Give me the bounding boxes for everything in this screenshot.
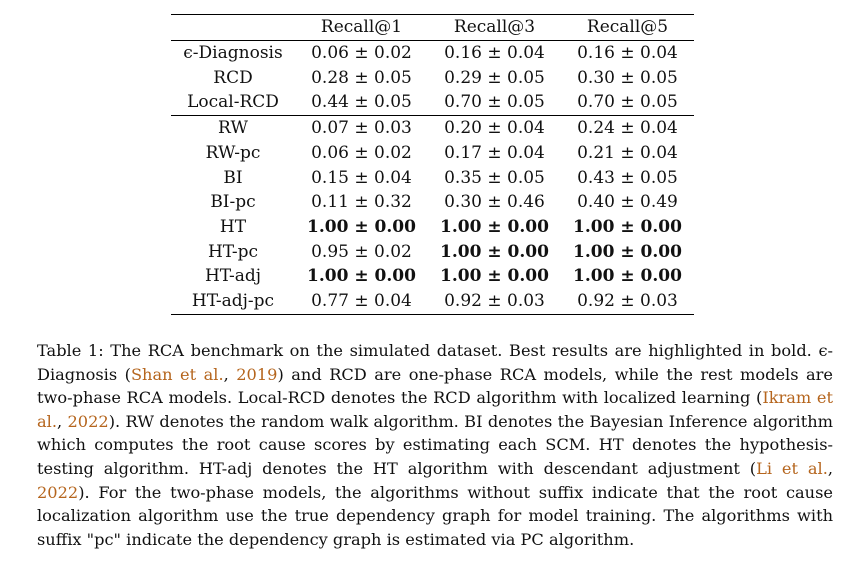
header-model-column xyxy=(171,15,295,41)
table-row: HT-adj 1.00 ± 0.00 1.00 ± 0.00 1.00 ± 0.00 xyxy=(171,264,694,289)
table-body: ϵ-Diagnosis 0.06 ± 0.02 0.16 ± 0.04 0.16 ± … xyxy=(171,41,694,315)
model-name-cell: ϵ-Diagnosis xyxy=(183,43,283,63)
header-recall-at-5: Recall@5 xyxy=(586,17,669,38)
recall-value-cell: 0.92 ± 0.03 xyxy=(444,291,545,312)
recall-value-cell: 1.00 ± 0.00 xyxy=(440,216,549,237)
recall-value-cell: 0.16 ± 0.04 xyxy=(444,43,545,63)
recall-value-cell: 0.35 ± 0.05 xyxy=(444,167,545,188)
caption-text: , xyxy=(56,411,68,431)
recall-value-cell: 0.95 ± 0.02 xyxy=(311,241,412,262)
model-name-cell: RW xyxy=(218,118,248,139)
recall-value-cell: 0.15 ± 0.04 xyxy=(311,167,412,188)
model-name-cell: RCD xyxy=(213,67,253,88)
recall-value-cell: 0.24 ± 0.04 xyxy=(577,118,678,139)
table-row: RW-pc 0.06 ± 0.02 0.17 ± 0.04 0.21 ± 0.04 xyxy=(171,141,694,166)
table-row: HT 1.00 ± 0.00 1.00 ± 0.00 1.00 ± 0.00 xyxy=(171,215,694,240)
caption-text: ) and RCD are one-phase RCA models, whil… xyxy=(37,364,834,408)
caption-text: Table 1: The RCA benchmark on the simula… xyxy=(37,341,833,384)
header-recall-at-1: Recall@1 xyxy=(320,17,403,38)
recall-value-cell: 0.30 ± 0.05 xyxy=(577,67,678,88)
recall-value-cell: 0.16 ± 0.04 xyxy=(577,43,678,63)
recall-value-cell: 1.00 ± 0.00 xyxy=(573,241,682,262)
recall-value-cell: 0.28 ± 0.05 xyxy=(311,67,412,88)
recall-value-cell: 0.06 ± 0.02 xyxy=(311,142,412,163)
recall-value-cell: 1.00 ± 0.00 xyxy=(440,266,549,287)
table-row: BI-pc 0.11 ± 0.32 0.30 ± 0.46 0.40 ± 0.49 xyxy=(171,190,694,215)
model-name-cell: BI-pc xyxy=(210,192,256,213)
citation-link[interactable]: Li et al. xyxy=(756,458,828,478)
recall-value-cell: 0.70 ± 0.05 xyxy=(577,92,678,113)
recall-value-cell: 1.00 ± 0.00 xyxy=(307,216,416,237)
caption-text: ). For the two-phase models, the algorit… xyxy=(37,482,833,549)
table-row: BI 0.15 ± 0.04 0.35 ± 0.05 0.43 ± 0.05 xyxy=(171,166,694,191)
table-header-row: Recall@1 Recall@3 Recall@5 xyxy=(171,14,694,41)
results-table: Recall@1 Recall@3 Recall@5 ϵ-Diagnosis 0.… xyxy=(171,14,694,315)
recall-value-cell: 0.17 ± 0.04 xyxy=(444,142,545,163)
recall-value-cell: 0.20 ± 0.04 xyxy=(444,118,545,139)
model-name-cell: RW-pc xyxy=(205,142,261,163)
recall-value-cell: 0.06 ± 0.02 xyxy=(311,43,412,63)
recall-value-cell: 0.07 ± 0.03 xyxy=(311,118,412,139)
caption-text: ). RW denotes the random walk algorithm.… xyxy=(37,411,833,478)
table-row: HT-adj-pc 0.77 ± 0.04 0.92 ± 0.03 0.92 ± 0.… xyxy=(171,289,694,315)
table-row: ϵ-Diagnosis 0.06 ± 0.02 0.16 ± 0.04 0.16 ± … xyxy=(171,41,694,66)
recall-value-cell: 0.21 ± 0.04 xyxy=(577,142,678,163)
recall-value-cell: 1.00 ± 0.00 xyxy=(573,216,682,237)
citation-link[interactable]: 2022 xyxy=(67,411,109,431)
table-row: HT-pc 0.95 ± 0.02 1.00 ± 0.00 1.00 ± 0.00 xyxy=(171,240,694,265)
table-row: RCD 0.28 ± 0.05 0.29 ± 0.05 0.30 ± 0.05 xyxy=(171,66,694,91)
recall-value-cell: 0.77 ± 0.04 xyxy=(311,291,412,312)
citation-link[interactable]: 2022 xyxy=(37,482,79,502)
model-name-cell: HT xyxy=(219,216,247,237)
model-name-cell: Local-RCD xyxy=(187,92,279,113)
model-name-cell: HT-adj xyxy=(204,266,261,287)
citation-link[interactable]: Ikram et al. xyxy=(37,388,833,431)
recall-value-cell: 0.40 ± 0.49 xyxy=(577,192,678,213)
recall-value-cell: 0.11 ± 0.32 xyxy=(311,192,412,213)
model-name-cell: HT-adj-pc xyxy=(191,291,275,312)
table-row: RW 0.07 ± 0.03 0.20 ± 0.04 0.24 ± 0.04 xyxy=(171,115,694,141)
model-name-cell: HT-pc xyxy=(207,241,259,262)
recall-value-cell: 1.00 ± 0.00 xyxy=(440,241,549,262)
recall-value-cell: 0.92 ± 0.03 xyxy=(577,291,678,312)
recall-value-cell: 0.30 ± 0.46 xyxy=(444,192,545,213)
recall-value-cell: 1.00 ± 0.00 xyxy=(307,266,416,287)
recall-value-cell: 0.70 ± 0.05 xyxy=(444,92,545,113)
header-recall-at-3: Recall@3 xyxy=(453,17,536,38)
table-caption: Table 1: The RCA benchmark on the simula… xyxy=(37,339,833,551)
citation-link[interactable]: Shan et al. xyxy=(130,364,224,384)
citation-link[interactable]: 2019 xyxy=(236,364,278,384)
caption-text: , xyxy=(827,458,833,478)
caption-text: , xyxy=(223,364,237,384)
recall-value-cell: 0.29 ± 0.05 xyxy=(444,67,545,88)
model-name-cell: BI xyxy=(223,167,243,188)
recall-value-cell: 0.43 ± 0.05 xyxy=(577,167,678,188)
table-row: Local-RCD 0.44 ± 0.05 0.70 ± 0.05 0.70 ± 0.… xyxy=(171,90,694,115)
recall-value-cell: 1.00 ± 0.00 xyxy=(573,266,682,287)
recall-value-cell: 0.44 ± 0.05 xyxy=(311,92,412,113)
